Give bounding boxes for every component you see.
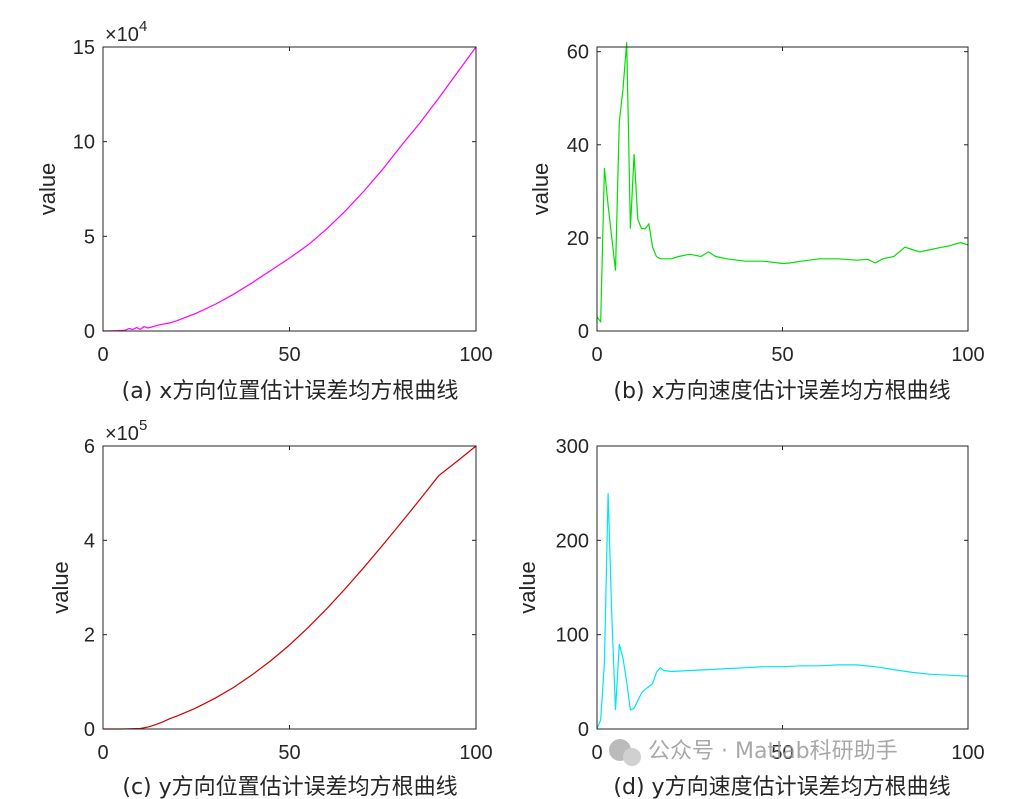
- series-line: [102, 46, 477, 332]
- axes-frame: [596, 46, 969, 332]
- axes-frame: [102, 46, 477, 332]
- series-line: [596, 42, 969, 324]
- exponent-label: ×104: [105, 18, 147, 46]
- series-line: [596, 493, 969, 730]
- y-tick-label: 0: [84, 719, 95, 741]
- panel-caption: (b) x方向速度估计误差均方根曲线: [613, 379, 950, 404]
- panel-caption: (d) y方向速度估计误差均方根曲线: [613, 775, 950, 799]
- panel-a: 0 50 100 0 5 10 15 ×104 value (a) x方向位置估计误差均方根曲线: [35, 18, 493, 404]
- wechat-icon-bubble: [623, 748, 641, 766]
- watermark-text: 公众号 · Matlab科研助手: [648, 739, 898, 764]
- y-tick-label: 10: [73, 132, 95, 154]
- axes-frame: [102, 445, 477, 730]
- x-tick-label: 50: [278, 344, 300, 366]
- exponent-power: 4: [139, 18, 147, 35]
- x-tick-label: 100: [951, 742, 984, 764]
- y-axis-label: value: [35, 163, 60, 216]
- y-tick-label: 100: [556, 625, 589, 647]
- x-tick-label: 100: [459, 742, 492, 764]
- y-tick-label: 6: [84, 436, 95, 458]
- exponent-base: ×10: [105, 24, 139, 46]
- x-tick-label: 100: [951, 344, 984, 366]
- watermark: 公众号 · Matlab科研助手: [609, 739, 898, 766]
- x-tick-label: 0: [97, 742, 108, 764]
- y-tick-label: 20: [567, 228, 589, 250]
- exponent-power: 5: [139, 417, 147, 434]
- y-tick-label: 0: [578, 321, 589, 343]
- panel-c: 0 50 100 0 2 4 6 ×105 value (c) y方向位置估计误差均方根曲线: [48, 417, 493, 799]
- y-tick-label: 300: [556, 436, 589, 458]
- x-tick-label: 50: [771, 742, 793, 764]
- exponent-base: ×10: [105, 423, 139, 445]
- y-tick-label: 60: [567, 42, 589, 64]
- axes-frame: [596, 445, 969, 730]
- panel-caption: (c) y方向位置估计误差均方根曲线: [122, 775, 457, 799]
- y-axis-label: value: [528, 163, 553, 216]
- y-tick-label: 2: [84, 625, 95, 647]
- y-tick-label: 40: [567, 135, 589, 157]
- y-axis-label: value: [48, 561, 73, 614]
- x-tick-label: 0: [591, 742, 602, 764]
- x-tick-label: 100: [459, 344, 492, 366]
- y-tick-label: 4: [84, 530, 95, 552]
- y-tick-label: 5: [84, 226, 95, 248]
- x-tick-label: 50: [771, 344, 793, 366]
- series-line: [103, 445, 477, 730]
- y-tick-label: 15: [73, 37, 95, 59]
- y-axis-label: value: [515, 561, 540, 614]
- y-tick-label: 0: [84, 321, 95, 343]
- x-tick-label: 0: [591, 344, 602, 366]
- exponent-label: ×105: [105, 417, 147, 445]
- x-tick-label: 50: [278, 742, 300, 764]
- y-tick-label: 0: [578, 719, 589, 741]
- x-tick-label: 0: [97, 344, 108, 366]
- y-tick-label: 200: [556, 530, 589, 552]
- panel-d: 0 50 100 0 100 200 300 value (d) y方向速度估计误差均方根曲线: [515, 436, 985, 799]
- panel-caption: (a) x方向位置估计误差均方根曲线: [122, 379, 459, 404]
- panel-b: 0 50 100 0 20 40 60 value (b) x方向速度估计误差均方根曲线: [528, 42, 985, 404]
